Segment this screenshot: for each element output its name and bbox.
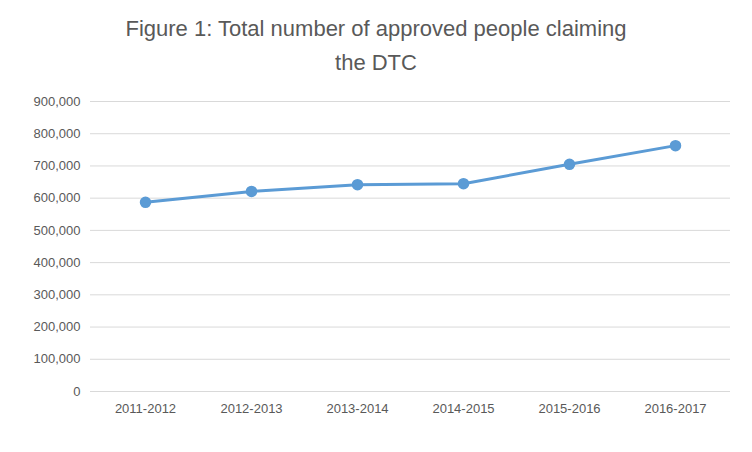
svg-text:800,000: 800,000 <box>34 126 81 141</box>
svg-text:2015-2016: 2015-2016 <box>538 401 600 416</box>
svg-text:2011-2012: 2011-2012 <box>115 401 176 416</box>
svg-text:2016-2017: 2016-2017 <box>644 401 706 416</box>
svg-text:200,000: 200,000 <box>34 319 81 334</box>
svg-text:0: 0 <box>73 384 80 399</box>
svg-text:900,000: 900,000 <box>34 94 81 109</box>
svg-text:500,000: 500,000 <box>34 223 81 238</box>
svg-text:2012-2013: 2012-2013 <box>220 401 282 416</box>
svg-text:2013-2014: 2013-2014 <box>326 401 388 416</box>
svg-text:700,000: 700,000 <box>34 158 81 173</box>
svg-text:100,000: 100,000 <box>34 351 81 366</box>
html-text:Figure 1: Total number of appr: Figure 1: Total number of approved peopl… <box>125 16 627 75</box>
svg-text:2014-2015: 2014-2015 <box>432 401 494 416</box>
svg-text:600,000: 600,000 <box>34 190 81 205</box>
svg-text:300,000: 300,000 <box>34 287 81 302</box>
svg-text:400,000: 400,000 <box>34 255 81 270</box>
